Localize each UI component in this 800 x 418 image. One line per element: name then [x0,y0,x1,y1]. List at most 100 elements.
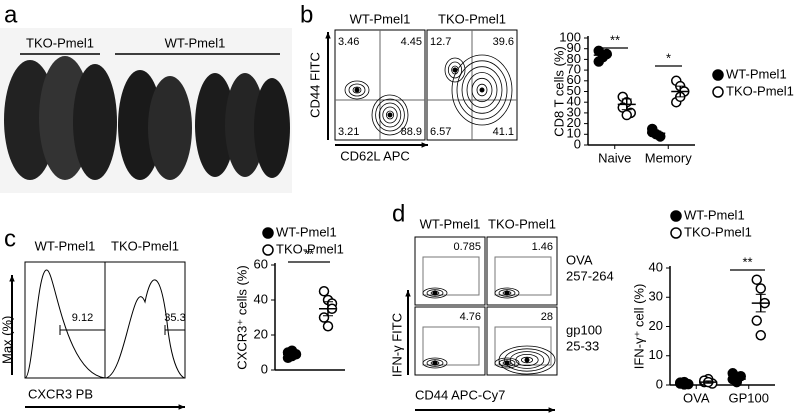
contour [422,287,448,299]
contour [426,359,444,367]
y-tick-label: 20 [649,318,663,333]
contour [498,345,556,375]
arrow-head [405,290,411,297]
x-axis-label: CD62L APC [340,148,410,163]
quadrant-percent: 88.9 [401,126,422,138]
legend-marker [670,210,682,222]
y-tick-label: 10 [567,126,581,141]
contour [378,102,402,128]
quadrant-percent: 3.21 [338,126,359,138]
flow-plot [486,236,558,306]
contour-core [387,112,393,118]
group-label: WT-Pmel1 [165,35,226,50]
quadrant-percent: 12.7 [430,36,451,48]
data-point [751,274,762,285]
arrow-head [421,142,428,148]
data-point [621,109,632,121]
contour [456,60,508,120]
contour [426,289,444,297]
contour [494,287,520,299]
quadrant-percent: 39.6 [493,36,514,48]
arrow-head [178,404,185,410]
y-axis-label: IFN-γ⁺ cell (%) [631,284,646,370]
mouse [148,76,192,180]
contour [494,357,520,369]
group-label: TKO-Pmel1 [26,35,94,50]
y-tick-label: 40 [649,259,663,274]
x-tick-label: Naive [598,150,631,165]
contour [498,359,516,367]
y-tick-label: 80 [567,51,581,66]
quadrant-percent: 3.46 [338,36,359,48]
legend-marker [262,244,274,256]
contour [521,356,534,364]
flow-plot [414,306,486,376]
y-tick-label: 10 [649,347,663,362]
gate-percent: 4.76 [460,311,481,323]
photo: TKO-Pmel1 WT-Pmel1 [0,28,292,193]
contour [447,61,463,79]
y-tick-label: 60 [567,72,581,87]
contour [515,353,539,366]
data-point [322,321,334,332]
contour [382,106,398,124]
gate-percent: 35.3 [164,312,185,324]
contour-core [524,357,530,363]
mouse [73,64,117,180]
y-tick-label: 30 [567,104,581,119]
y-tick-label: 0 [656,376,663,391]
data-point [601,48,612,60]
gate-box [494,256,552,296]
contour-core [354,87,360,93]
x-tick-label: Memory [645,150,692,165]
y-axis-label: CD44 FITC [307,52,322,118]
y-tick-label: 40 [254,291,268,306]
data-point [655,131,666,142]
contour [451,65,459,75]
data-point [751,315,762,326]
column-title: WT-Pmel1 [35,238,96,253]
contour-core [452,67,458,73]
mouse [225,73,265,177]
contour [466,72,498,108]
column-title: TKO-Pmel1 [488,216,556,231]
contour [348,83,366,97]
contour [352,86,362,94]
contour-core [479,87,485,93]
histogram-curve [104,279,186,379]
data-point [593,56,604,67]
legend-label: TKO-Pmel1 [684,224,752,239]
quadrant-percent: 41.1 [493,126,514,138]
contour [509,351,545,369]
row-label: gp100 [566,322,602,337]
legend-marker [262,227,274,239]
gate-percent: 28 [541,311,553,323]
legend-label: WT-Pmel1 [684,207,745,222]
gate-percent: 1.46 [532,241,553,253]
row-label: 25-33 [566,338,599,353]
panel-label: d [392,200,405,227]
y-tick-label: 60 [254,256,268,271]
y-tick-label: 30 [649,289,663,304]
contour [476,83,488,97]
x-axis-label: CD44 APC-Cy7 [415,387,505,402]
contour [444,57,466,83]
quadrant-percent: 6.57 [430,126,451,138]
contour [371,94,409,136]
y-axis-label: Max (%) [0,316,14,364]
quadrant-percent: 4.45 [401,36,422,48]
contour [451,54,513,126]
flow-plot [486,306,558,376]
gate-box [422,256,480,296]
x-tick-label: OVA [683,390,710,405]
contour-core [432,360,438,366]
significance-label: ** [304,246,314,261]
legend-label: WT-Pmel1 [726,66,787,81]
contour-core [432,290,438,296]
y-tick-label: 70 [567,62,581,77]
contour [375,98,405,132]
mouse [195,73,235,177]
legend-marker [712,69,724,81]
contour [422,357,448,369]
